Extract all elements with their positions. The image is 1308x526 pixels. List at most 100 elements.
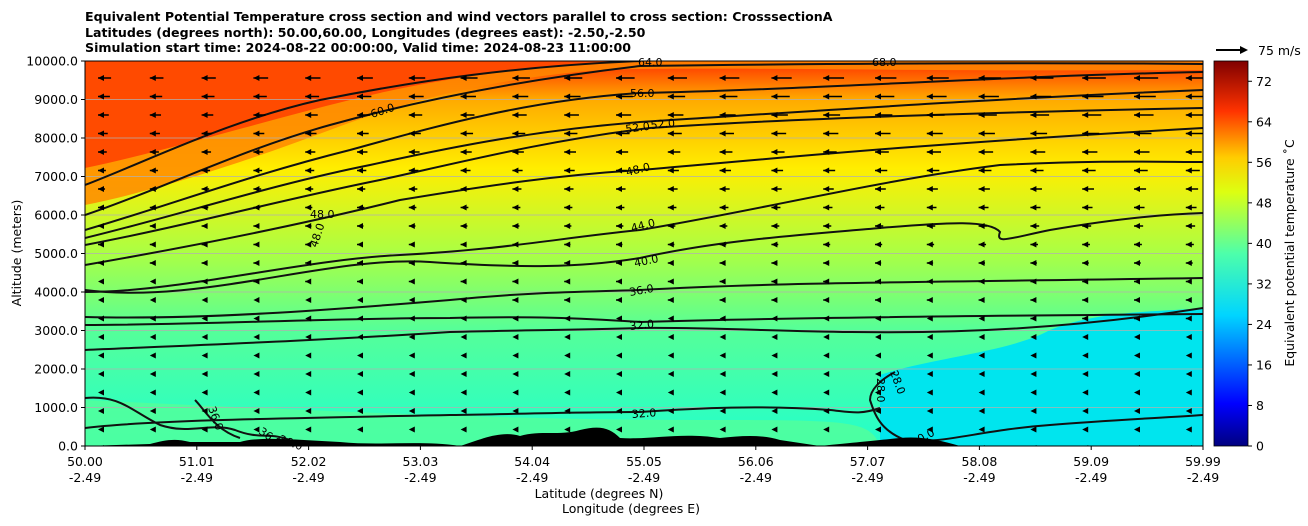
wind-arrow xyxy=(305,297,312,303)
wind-arrow xyxy=(512,389,519,396)
wind-arrow xyxy=(1082,371,1089,377)
wind-arrow xyxy=(875,149,889,155)
wind-arrow xyxy=(408,352,415,359)
wind-arrow xyxy=(1082,130,1100,137)
wind-arrow xyxy=(460,260,467,266)
wind-arrow xyxy=(98,278,104,285)
wind-arrow xyxy=(512,241,519,248)
wind-arrow xyxy=(357,278,363,285)
wind-arrow xyxy=(564,352,571,359)
wind-arrow xyxy=(1082,167,1096,174)
wind-arrow xyxy=(201,315,208,322)
wind-arrow xyxy=(978,223,988,229)
wind-arrow xyxy=(875,241,883,248)
x-tick-label-lon: -2.49 xyxy=(740,470,772,485)
wind-arrow xyxy=(616,371,622,377)
wind-arrow xyxy=(926,260,934,266)
wind-arrow xyxy=(305,426,312,433)
wind-arrow xyxy=(253,371,260,377)
wind-arrow xyxy=(461,464,467,470)
wind-arrow xyxy=(408,93,424,100)
wind-arrow xyxy=(875,389,881,396)
wind-arrow xyxy=(512,334,519,340)
wind-arrow xyxy=(720,464,726,470)
wind-arrow xyxy=(1134,371,1140,377)
colorbar-tick-label: 72 xyxy=(1256,74,1272,89)
wind-arrow xyxy=(253,464,259,470)
title-line-2: Latitudes (degrees north): 50.00,60.00, … xyxy=(85,24,646,40)
wind-arrow xyxy=(1030,315,1037,322)
wind-arrow xyxy=(771,93,790,100)
colorbar-tick-label: 40 xyxy=(1256,236,1272,251)
contour-label: 64.0 xyxy=(638,56,663,69)
plot-area xyxy=(85,61,1203,470)
wind-arrow xyxy=(201,130,213,137)
wind-arrow xyxy=(978,389,985,396)
wind-arrow xyxy=(926,149,941,155)
wind-arrow xyxy=(1134,241,1142,248)
wind-arrow xyxy=(667,112,684,118)
wind-arrow xyxy=(149,315,156,322)
wind-arrow xyxy=(149,426,156,433)
wind-arrow xyxy=(408,186,418,192)
wind-arrow xyxy=(305,75,321,81)
wind-arrow xyxy=(357,315,363,322)
y-tick-label: 1000.0 xyxy=(34,400,78,415)
wind-arrow xyxy=(667,426,674,433)
wind-arrow xyxy=(98,93,110,100)
wind-arrow xyxy=(616,352,622,359)
wind-arrow xyxy=(771,297,778,303)
wind-arrow xyxy=(926,167,940,174)
wind-arrow xyxy=(771,260,778,266)
wind-arrow xyxy=(978,408,985,414)
colorbar-tick-label: 0 xyxy=(1256,439,1264,454)
wind-arrow xyxy=(357,167,367,174)
wind-arrow xyxy=(564,204,573,211)
wind-arrow xyxy=(926,112,945,118)
wind-arrow xyxy=(1134,223,1144,229)
x-tick-label-lon: -2.49 xyxy=(963,470,995,485)
wind-arrow xyxy=(564,389,571,396)
hot-region xyxy=(85,61,650,168)
wind-arrow xyxy=(1082,149,1098,155)
wind-arrow xyxy=(201,352,208,359)
colorbar-label: Equivalent potential temperature ˚C xyxy=(1282,139,1297,367)
wind-arrow xyxy=(408,167,419,174)
wind-arrow xyxy=(1082,278,1089,285)
wind-arrow xyxy=(1134,149,1150,155)
wind-arrow xyxy=(305,408,312,414)
contour-60 xyxy=(85,62,1203,216)
x-tick-label-lon: -2.49 xyxy=(404,470,436,485)
wind-arrow xyxy=(512,130,526,137)
wind-arrow xyxy=(823,167,836,174)
wind-arrow xyxy=(667,297,674,303)
wind-arrow xyxy=(1134,278,1140,285)
wind-arrow xyxy=(305,241,312,248)
wind-arrow xyxy=(408,371,415,377)
wind-arrow xyxy=(926,352,933,359)
wind-arrow xyxy=(1134,408,1140,414)
wind-arrow xyxy=(512,204,521,211)
wind-arrow xyxy=(564,149,577,155)
wind-arrow xyxy=(1185,389,1192,396)
wind-arrow xyxy=(253,223,260,229)
wind-arrow xyxy=(357,75,373,81)
x-tick-label-lat: 55.05 xyxy=(626,454,662,469)
wind-arrow xyxy=(564,278,571,285)
wind-arrow xyxy=(98,130,108,137)
contour-label: 44.0 xyxy=(630,216,657,235)
wind-arrow xyxy=(667,334,674,340)
wind-arrow xyxy=(926,389,933,396)
x-tick-label-lat: 53.03 xyxy=(403,454,439,469)
wind-arrow xyxy=(460,315,467,322)
wind-arrow xyxy=(875,426,881,433)
contour-label: 32.0 xyxy=(631,406,656,421)
wind-arrow xyxy=(512,408,519,414)
wind-arrow xyxy=(719,223,728,229)
wind-arrow xyxy=(357,204,365,211)
wind-arrow xyxy=(719,297,726,303)
wind-arrow xyxy=(1030,297,1037,303)
wind-arrow xyxy=(667,260,674,266)
wind-arrow xyxy=(98,167,106,174)
wind-arrow xyxy=(253,241,260,248)
